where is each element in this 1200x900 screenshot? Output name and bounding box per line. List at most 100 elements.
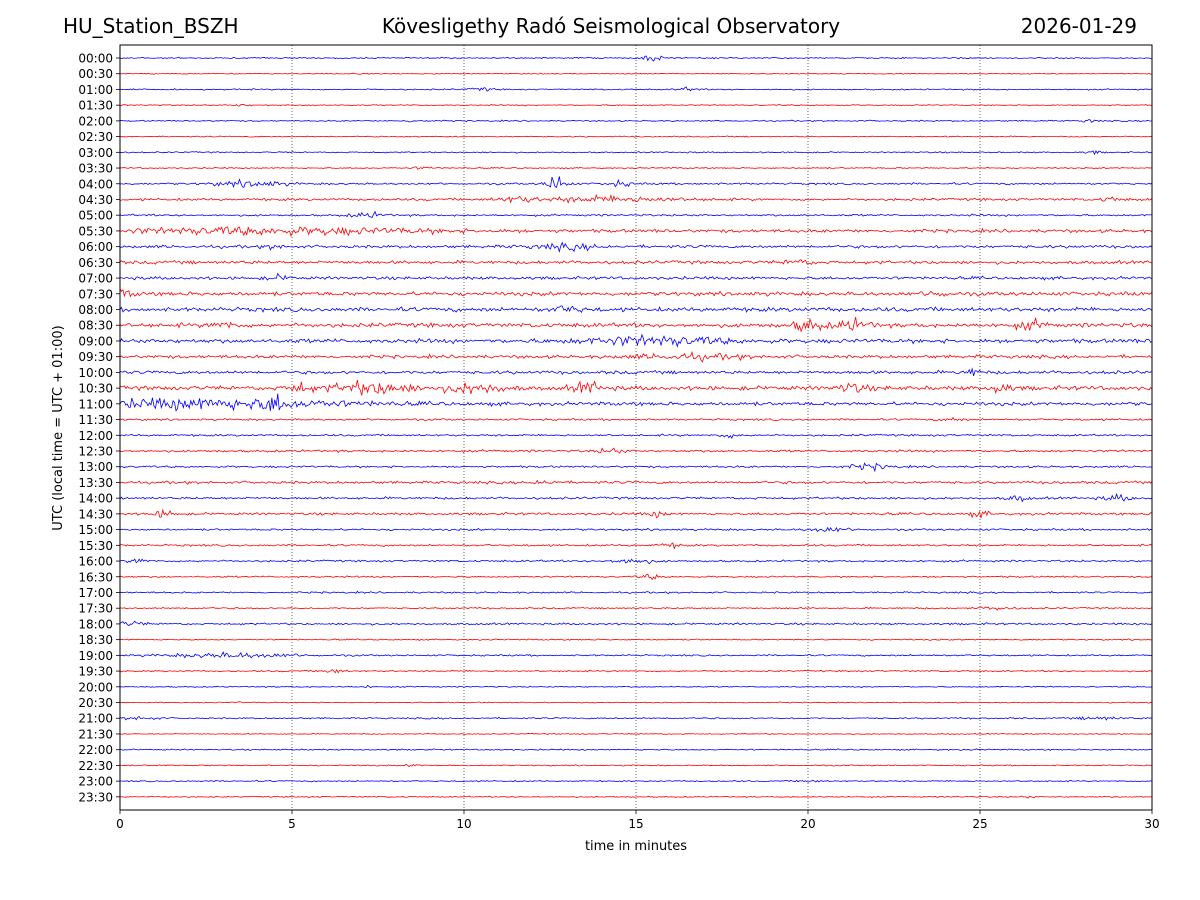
trace-0930 — [119, 351, 1153, 363]
trace-0200 — [119, 119, 1153, 123]
y-tick-label: 19:00 — [78, 649, 113, 663]
y-tick-label: 07:30 — [78, 287, 113, 301]
y-tick-label: 02:30 — [78, 130, 113, 144]
y-tick-label: 23:30 — [78, 790, 113, 804]
y-tick-label: 02:00 — [78, 114, 113, 128]
x-tick-label: 20 — [800, 817, 815, 831]
trace-1130 — [119, 416, 1153, 422]
y-tick-label: 14:00 — [78, 492, 113, 506]
trace-2200 — [119, 748, 1153, 752]
trace-0100 — [119, 86, 1153, 92]
y-tick-label: 00:30 — [78, 67, 113, 81]
y-tick-label: 12:00 — [78, 429, 113, 443]
y-tick-label: 01:30 — [78, 99, 113, 113]
trace-1300 — [119, 462, 1153, 473]
trace-2100 — [119, 716, 1153, 721]
trace-2300 — [119, 779, 1153, 783]
trace-1100 — [119, 393, 1153, 412]
y-tick-label: 04:30 — [78, 193, 113, 207]
trace-0030 — [119, 72, 1153, 75]
x-axis-label: time in minutes — [585, 839, 687, 854]
trace-0000 — [119, 55, 1153, 62]
y-tick-label: 17:00 — [78, 586, 113, 600]
trace-0730 — [119, 288, 1153, 298]
trace-0900 — [119, 333, 1153, 348]
chart-title: Kövesligethy Radó Seismological Observat… — [381, 14, 841, 38]
trace-2330 — [119, 795, 1153, 799]
y-tick-label: 03:30 — [78, 162, 113, 176]
y-tick-label: 08:30 — [78, 319, 113, 333]
trace-1230 — [119, 447, 1153, 454]
trace-0530 — [119, 226, 1153, 238]
trace-1500 — [119, 526, 1153, 533]
trace-0830 — [119, 317, 1153, 333]
trace-1530 — [119, 542, 1153, 550]
trace-1830 — [119, 638, 1153, 641]
y-tick-label: 20:00 — [78, 680, 113, 694]
trace-2030 — [119, 701, 1153, 704]
trace-0430 — [119, 193, 1153, 204]
trace-1930 — [119, 668, 1153, 674]
trace-1900 — [119, 651, 1153, 659]
trace-0700 — [119, 272, 1153, 281]
station-name: HU_Station_BSZH — [63, 14, 239, 38]
x-tick-label: 5 — [288, 817, 296, 831]
trace-2000 — [119, 684, 1153, 689]
y-tick-label: 22:30 — [78, 759, 113, 773]
trace-2130 — [119, 732, 1153, 735]
y-tick-label: 03:00 — [78, 146, 113, 160]
trace-0330 — [119, 166, 1153, 170]
trace-1000 — [119, 367, 1153, 377]
x-tick-label: 25 — [972, 817, 987, 831]
trace-1200 — [119, 433, 1153, 439]
y-tick-label: 07:00 — [78, 272, 113, 286]
trace-0400 — [119, 176, 1153, 189]
y-tick-label: 21:30 — [78, 727, 113, 741]
trace-1330 — [119, 479, 1153, 485]
trace-1630 — [119, 573, 1153, 581]
trace-0800 — [119, 305, 1153, 314]
y-tick-label: 16:00 — [78, 555, 113, 569]
trace-0600 — [119, 241, 1153, 253]
trace-0130 — [119, 104, 1153, 107]
y-tick-label: 10:00 — [78, 366, 113, 380]
x-tick-label: 15 — [628, 817, 643, 831]
y-tick-label: 09:00 — [78, 334, 113, 348]
y-tick-label: 08:00 — [78, 303, 113, 317]
trace-0500 — [119, 210, 1153, 219]
trace-2230 — [119, 763, 1153, 768]
y-tick-label: 06:00 — [78, 240, 113, 254]
trace-1700 — [119, 590, 1153, 595]
y-tick-label: 05:00 — [78, 209, 113, 223]
trace-0300 — [119, 150, 1153, 156]
x-tick-label: 0 — [116, 817, 124, 831]
y-tick-label: 10:30 — [78, 382, 113, 396]
trace-1730 — [119, 606, 1153, 611]
y-tick-label: 18:30 — [78, 633, 113, 647]
y-tick-label: 14:30 — [78, 507, 113, 521]
y-tick-label: 04:00 — [78, 177, 113, 191]
y-tick-label: 01:00 — [78, 83, 113, 97]
trace-1400 — [119, 492, 1153, 503]
y-tick-label: 12:30 — [78, 445, 113, 459]
y-tick-label: 13:00 — [78, 460, 113, 474]
y-tick-label: 05:30 — [78, 224, 113, 238]
trace-1030 — [119, 380, 1153, 396]
y-tick-label: 06:30 — [78, 256, 113, 270]
trace-1600 — [119, 558, 1153, 565]
y-tick-label: 11:30 — [78, 413, 113, 427]
y-tick-label: 20:30 — [78, 696, 113, 710]
y-tick-label: 09:30 — [78, 350, 113, 364]
y-tick-label: 11:00 — [78, 397, 113, 411]
y-axis-label: UTC (local time = UTC + 01:00) — [51, 325, 66, 530]
trace-1430 — [119, 508, 1153, 519]
y-tick-label: 16:30 — [78, 570, 113, 584]
y-tick-label: 00:00 — [78, 52, 113, 66]
x-tick-label: 10 — [456, 817, 471, 831]
y-tick-label: 22:00 — [78, 743, 113, 757]
trace-1800 — [119, 620, 1153, 627]
trace-0230 — [119, 135, 1153, 138]
y-tick-label: 15:30 — [78, 539, 113, 553]
y-tick-label: 21:00 — [78, 712, 113, 726]
